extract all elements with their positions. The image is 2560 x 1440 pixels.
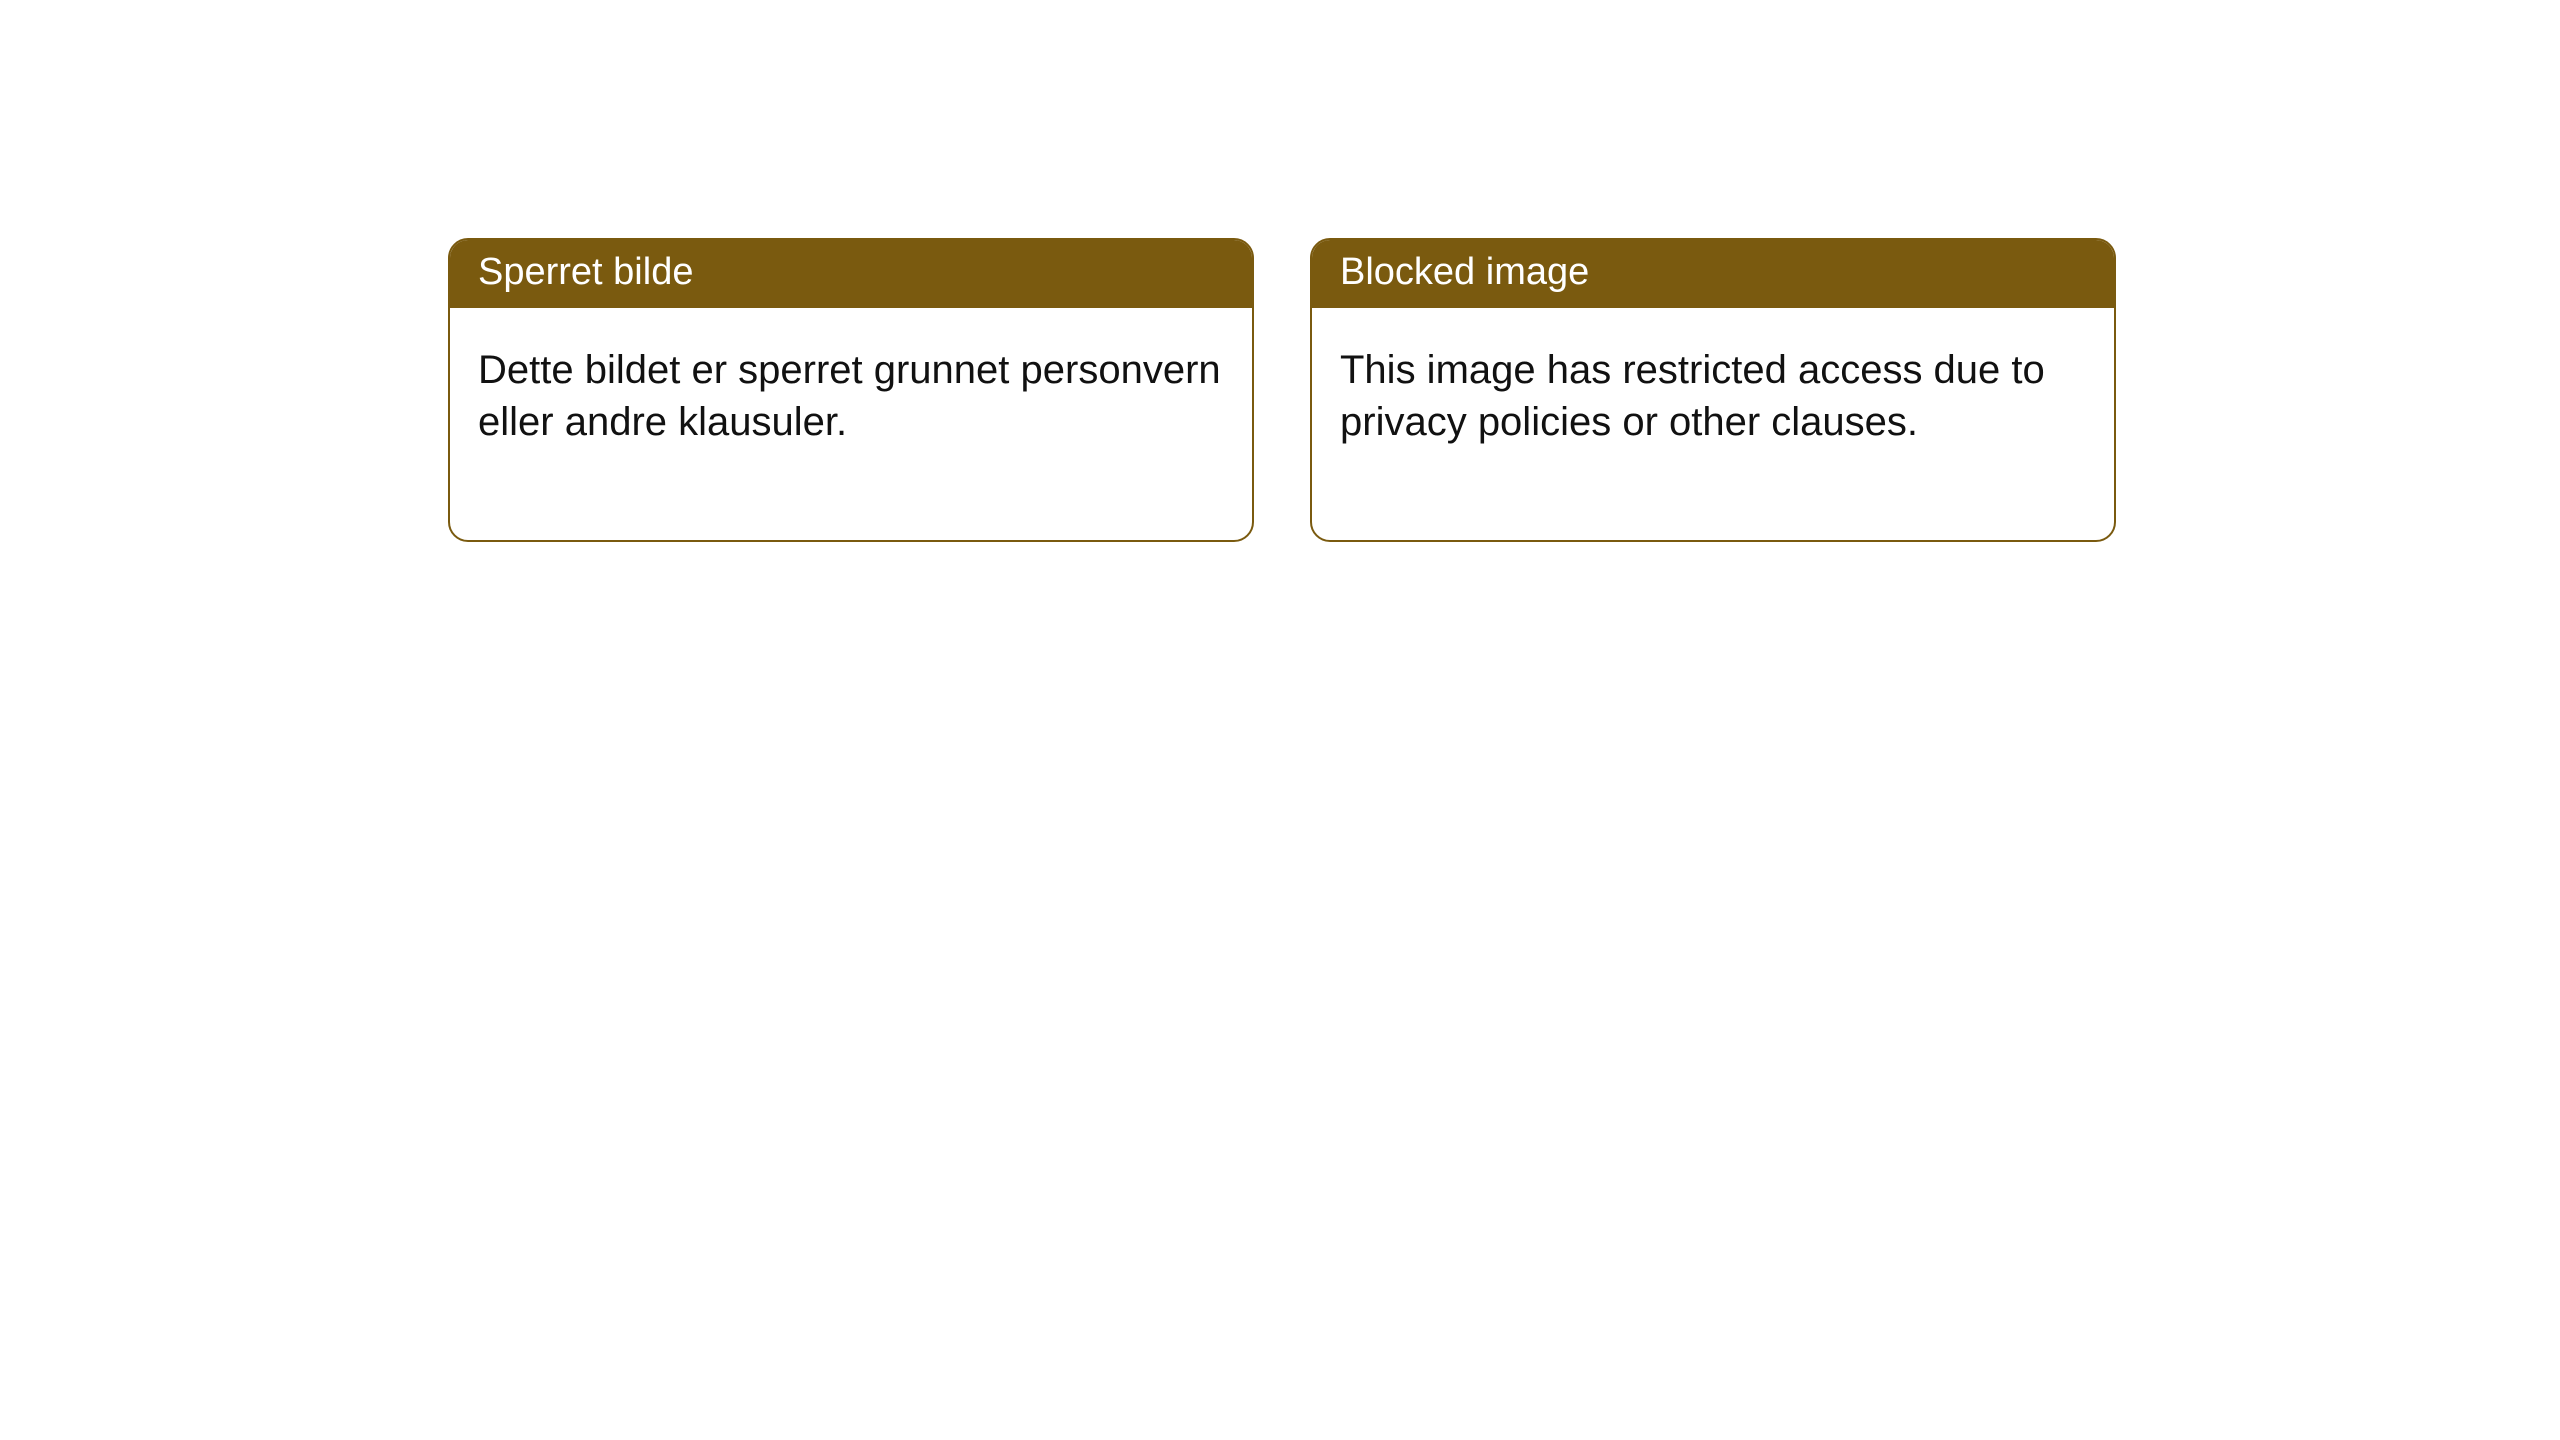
notice-card-norwegian: Sperret bilde Dette bildet er sperret gr…: [448, 238, 1254, 542]
notice-body: Dette bildet er sperret grunnet personve…: [450, 308, 1252, 540]
notice-title: Sperret bilde: [450, 240, 1252, 308]
notice-card-english: Blocked image This image has restricted …: [1310, 238, 2116, 542]
notice-title: Blocked image: [1312, 240, 2114, 308]
notice-container: Sperret bilde Dette bildet er sperret gr…: [0, 0, 2560, 542]
notice-body: This image has restricted access due to …: [1312, 308, 2114, 540]
